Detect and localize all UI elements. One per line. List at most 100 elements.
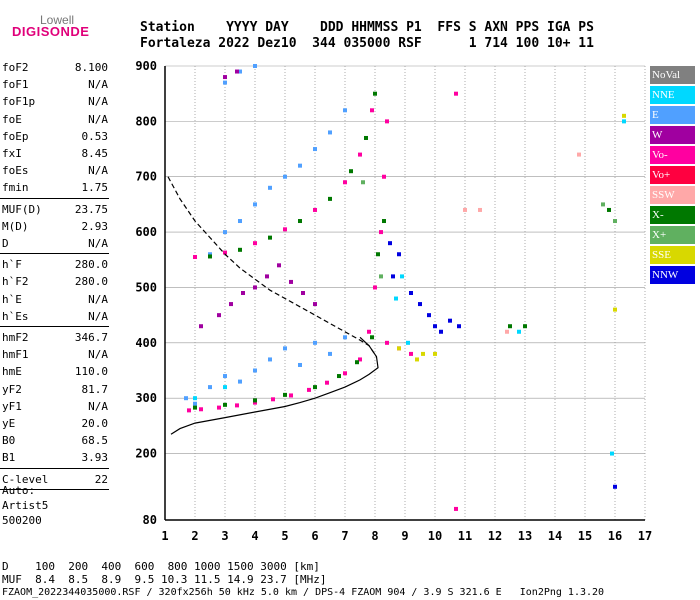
data-point-x — [193, 405, 197, 410]
legend-item-vo: Vo+ — [650, 166, 695, 184]
y-tick-label: 400 — [135, 336, 157, 350]
data-point-w — [217, 313, 221, 318]
param-value: N/A — [88, 348, 108, 362]
data-point-e — [298, 163, 302, 168]
param-fxi: fxI 8.45 — [2, 145, 108, 162]
data-point-e — [253, 202, 257, 207]
x-tick-label: 2 — [191, 529, 198, 543]
data-point-e — [238, 69, 242, 74]
y-tick-label: 700 — [135, 170, 157, 184]
param-value: 20.0 — [81, 417, 109, 430]
data-point-e — [208, 252, 212, 257]
param-value: 8.100 — [74, 61, 108, 74]
param-value: N/A — [88, 399, 108, 413]
param-name: foEp — [2, 129, 29, 143]
data-point-x — [523, 324, 527, 329]
data-point-e — [193, 401, 197, 406]
data-point-vo — [313, 207, 317, 212]
data-point-nne — [517, 329, 521, 334]
data-point-w — [241, 291, 245, 295]
data-point-nnw — [439, 329, 443, 334]
data-point-x — [298, 219, 302, 224]
data-point-nne — [622, 119, 626, 124]
logo-top: Lowell — [40, 13, 75, 27]
x-tick-label: 13 — [518, 529, 532, 543]
x-tick-label: 14 — [548, 529, 562, 543]
header-line-2: Fortaleza 2022 Dez10 344 035000 RSF 1 71… — [140, 36, 594, 51]
auto-scaling-l1: Auto: — [2, 484, 36, 497]
param-separator — [0, 197, 109, 199]
data-point-nnw — [427, 313, 431, 318]
data-point-nnw — [391, 274, 395, 279]
param-value: N/A — [88, 78, 108, 92]
param-value: 280.0 — [74, 258, 108, 272]
data-point-e — [268, 185, 272, 190]
data-point-x — [253, 398, 257, 403]
data-point-x — [373, 91, 377, 96]
param-name: fxI — [2, 147, 22, 160]
data-point-vo — [235, 403, 239, 408]
profile-solid — [170, 336, 379, 435]
data-point-ssw — [505, 329, 509, 334]
param-name: yE — [2, 417, 16, 430]
legend-item-x: X+ — [650, 226, 695, 244]
data-point-x — [223, 402, 227, 407]
x-tick-label: 12 — [488, 529, 502, 543]
data-point-sse — [421, 351, 425, 356]
data-point-vo — [367, 329, 371, 334]
param-name: M(D) — [2, 219, 29, 233]
distance-line: D 100 200 400 600 800 1000 1500 3000 [km… — [2, 560, 320, 573]
data-point-nnw — [409, 291, 413, 295]
data-point-w — [313, 302, 317, 307]
data-point-x — [238, 247, 242, 252]
data-point-e — [223, 80, 227, 85]
data-point-e — [283, 174, 287, 179]
x-tick-label: 6 — [311, 529, 318, 543]
param-name: hmF2 — [2, 331, 29, 344]
data-point-x — [337, 374, 341, 379]
param-name: h`E — [2, 292, 22, 306]
param-foe: foE N/A — [2, 111, 108, 128]
logo-digisonde: DIGISONDE — [12, 24, 90, 39]
param-value: 2.93 — [81, 219, 109, 233]
param-ye: yE 20.0 — [2, 415, 108, 432]
data-point-nne — [406, 340, 410, 345]
data-point-nnw — [418, 302, 422, 307]
param-hf: h`F 280.0 — [2, 256, 108, 273]
param-value: 1.75 — [81, 181, 109, 195]
data-point-ssw — [577, 152, 581, 157]
x-tick-label: 16 — [608, 529, 622, 543]
data-point-e — [253, 64, 257, 68]
param-hf2: h`F2 280.0 — [2, 273, 108, 290]
data-point-x — [601, 202, 605, 207]
data-point-nnw — [433, 324, 437, 329]
data-point-sse — [397, 346, 401, 351]
data-point-vo — [217, 405, 221, 410]
param-name: yF2 — [2, 382, 22, 396]
param-name: hmF1 — [2, 348, 29, 362]
param-fof2: foF2 8.100 — [2, 59, 108, 76]
param-value: 68.5 — [81, 434, 109, 448]
auto-scaling-l3: 500200 — [2, 514, 42, 527]
param-foes: foEs N/A — [2, 162, 108, 179]
param-separator — [0, 467, 109, 469]
data-point-vo — [193, 255, 197, 260]
param-hme: hmE 110.0 — [2, 363, 108, 380]
data-point-vo — [271, 397, 275, 402]
data-point-nnw — [448, 318, 452, 323]
data-point-x — [607, 207, 611, 212]
param-name: D — [2, 237, 9, 250]
x-tick-label: 8 — [371, 529, 378, 543]
data-point-vo — [385, 340, 389, 345]
param-separator — [0, 326, 109, 327]
data-point-vo — [358, 152, 362, 157]
param-separator — [0, 488, 109, 490]
data-point-vo — [454, 506, 458, 511]
data-point-vo — [343, 371, 347, 376]
param-name: h`Es — [2, 309, 29, 323]
param-md: M(D) 2.93 — [2, 218, 108, 235]
x-tick-label: 7 — [341, 529, 348, 543]
param-name: foF1p — [2, 95, 36, 109]
data-point-nne — [610, 451, 614, 456]
data-point-e — [184, 396, 188, 401]
